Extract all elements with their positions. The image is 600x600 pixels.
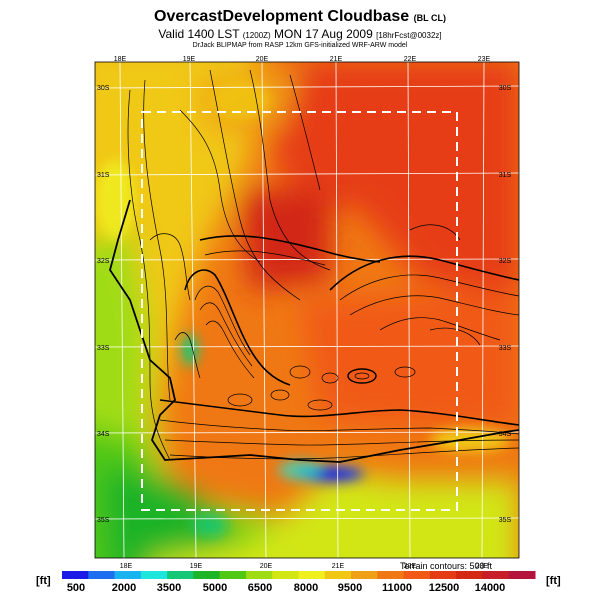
lon-label: 21E	[332, 563, 345, 570]
legend-color-swatch	[272, 571, 299, 579]
terrain-contour-note: Terrain contours: 500 ft	[400, 561, 493, 571]
lat-label: 32S	[97, 258, 110, 265]
color-legend-labels: 500 2000 3500 5000 6500 8000 9500 11000 12500 140…	[67, 582, 505, 594]
lon-label: 23E	[478, 56, 491, 63]
field-details	[95, 80, 510, 537]
lat-label: 34S	[97, 431, 110, 438]
lat-label: 30S	[97, 85, 110, 92]
map-frame	[94, 61, 520, 559]
field-layer	[95, 62, 519, 558]
valid-prefix: Valid 1400 LST	[158, 27, 240, 41]
legend-unit-right: [ft]	[546, 575, 561, 587]
title-tag: (BL CL)	[413, 13, 446, 23]
lon-label: 22E	[404, 563, 417, 570]
lat-label: 30S	[499, 85, 512, 92]
lat-label: 31S	[97, 172, 110, 179]
lat-label: 34S	[499, 431, 512, 438]
legend-color-swatch	[403, 571, 431, 579]
legend-color-swatch	[298, 571, 326, 579]
legend-unit-left: [ft]	[36, 575, 51, 587]
valid-code: (1200Z)	[242, 31, 271, 40]
legend-tick-label: 500	[67, 582, 85, 594]
legend-tick-label: 12500	[429, 582, 460, 594]
legend-tick-label: 8000	[294, 582, 318, 594]
legend-color-swatch	[114, 571, 142, 579]
color-legend-bar	[62, 571, 536, 579]
lat-lon-grid	[95, 62, 519, 558]
lon-labels-top: 18E 19E 20E 21E 22E 23E	[114, 56, 491, 63]
legend-tick-label: 9500	[338, 582, 362, 594]
lon-label: 21E	[330, 56, 343, 63]
lon-label: 18E	[120, 563, 133, 570]
legend-color-swatch	[62, 571, 89, 579]
legend-color-swatch	[88, 571, 116, 579]
model-credit: DrJack BLIPMAP from RASP 12km GFS-initia…	[192, 42, 408, 49]
lat-labels-left: 30S 31S 32S 33S 34S 35S	[97, 85, 110, 524]
legend-color-swatch	[140, 571, 168, 579]
legend-color-swatch	[167, 571, 194, 579]
lat-label: 33S	[499, 345, 512, 352]
legend-tick-label: 5000	[203, 582, 227, 594]
valid-fcst: [18hrFcst@0032z]	[376, 31, 442, 40]
lon-label: 19E	[183, 56, 196, 63]
lon-label: 22E	[404, 56, 417, 63]
lat-label: 33S	[97, 345, 110, 352]
map-title: OvercastDevelopment Cloudbase (BL CL)	[0, 8, 600, 26]
valid-date: MON 17 Aug 2009	[274, 27, 373, 41]
legend-color-swatch	[377, 571, 405, 579]
legend-color-swatch	[508, 571, 536, 579]
legend-color-swatch	[482, 571, 510, 579]
valid-time: Valid 1400 LST (1200Z) MON 17 Aug 2009 […	[0, 27, 600, 41]
lon-label: 23E	[476, 563, 489, 570]
lon-labels-bottom: 18E 19E 20E 21E 22E 23E	[120, 563, 489, 570]
inner-domain-box	[141, 111, 458, 511]
lat-label: 32S	[499, 258, 512, 265]
legend-color-swatch	[456, 571, 483, 579]
lat-label: 35S	[97, 517, 110, 524]
lon-label: 18E	[114, 56, 127, 63]
field-blobs	[95, 62, 519, 558]
legend-color-swatch	[193, 571, 221, 579]
lon-label: 19E	[190, 563, 203, 570]
legend-color-swatch	[245, 571, 273, 579]
legend-color-swatch	[219, 571, 247, 579]
lat-label: 31S	[499, 172, 512, 179]
legend-color-swatch	[351, 571, 378, 579]
lon-label: 20E	[256, 56, 269, 63]
title-text: OvercastDevelopment Cloudbase	[154, 8, 410, 25]
legend-tick-label: 3500	[157, 582, 181, 594]
legend-tick-label: 11000	[382, 582, 412, 594]
legend-color-swatch	[429, 571, 457, 579]
lat-label: 35S	[499, 517, 512, 524]
lon-label: 20E	[260, 563, 273, 570]
legend-tick-label: 14000	[475, 582, 506, 594]
legend-tick-label: 2000	[112, 582, 136, 594]
legend-tick-label: 6500	[248, 582, 272, 594]
lat-labels-right: 30S 31S 32S 33S 34S 35S	[499, 85, 512, 524]
coastline	[109, 199, 519, 463]
legend-color-swatch	[324, 571, 352, 579]
